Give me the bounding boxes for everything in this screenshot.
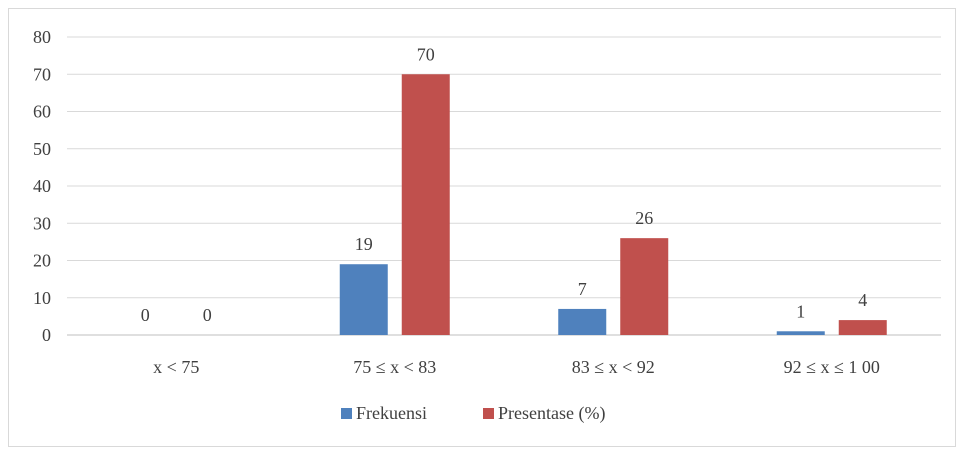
data-labels: 0 0 19 70 7 26 1 4 bbox=[141, 44, 868, 325]
legend-label: Presentase (%) bbox=[498, 403, 605, 424]
y-tick-label: 80 bbox=[33, 27, 51, 47]
y-tick-label: 20 bbox=[33, 251, 51, 271]
data-label: 4 bbox=[858, 290, 867, 310]
y-tick-label: 50 bbox=[33, 139, 51, 159]
bar bbox=[776, 331, 825, 335]
data-label: 0 bbox=[203, 305, 212, 325]
data-label: 7 bbox=[578, 279, 587, 299]
data-label: 1 bbox=[796, 301, 805, 321]
y-tick-label: 70 bbox=[33, 64, 51, 84]
data-label: 0 bbox=[141, 305, 150, 325]
x-category-label: 92 ≤ x ≤ 1 00 bbox=[784, 357, 880, 377]
y-axis-ticks: 0 10 20 30 40 50 60 70 80 bbox=[33, 27, 51, 345]
x-category-label: 75 ≤ x < 83 bbox=[353, 357, 436, 377]
bar bbox=[558, 308, 607, 335]
bar-chart: 0 10 20 30 40 50 60 70 80 0 0 19 70 7 26 1 4 x < 75 75 ≤… bbox=[33, 27, 941, 424]
chart-frame: 0 10 20 30 40 50 60 70 80 0 0 19 70 7 26 1 4 x < 75 75 ≤… bbox=[8, 8, 956, 447]
y-tick-label: 10 bbox=[33, 288, 51, 308]
bars bbox=[339, 74, 887, 335]
data-label: 70 bbox=[417, 44, 435, 64]
data-label: 26 bbox=[635, 208, 653, 228]
y-tick-label: 0 bbox=[42, 325, 51, 345]
y-tick-label: 60 bbox=[33, 102, 51, 122]
bar bbox=[339, 264, 388, 335]
legend: Frekuensi Presentase (%) bbox=[341, 403, 605, 424]
legend-swatch bbox=[483, 408, 494, 419]
bar bbox=[620, 238, 669, 335]
legend-label: Frekuensi bbox=[356, 403, 427, 423]
x-category-label: 83 ≤ x < 92 bbox=[572, 357, 655, 377]
y-tick-label: 30 bbox=[33, 213, 51, 233]
x-category-label: x < 75 bbox=[153, 357, 199, 377]
x-axis-categories: x < 75 75 ≤ x < 83 83 ≤ x < 92 92 ≤ x ≤ 1 0… bbox=[153, 357, 880, 377]
bar bbox=[838, 320, 887, 335]
gridlines bbox=[67, 36, 941, 336]
data-label: 19 bbox=[355, 234, 373, 254]
y-tick-label: 40 bbox=[33, 176, 51, 196]
bar bbox=[401, 74, 450, 335]
legend-swatch bbox=[341, 408, 352, 419]
